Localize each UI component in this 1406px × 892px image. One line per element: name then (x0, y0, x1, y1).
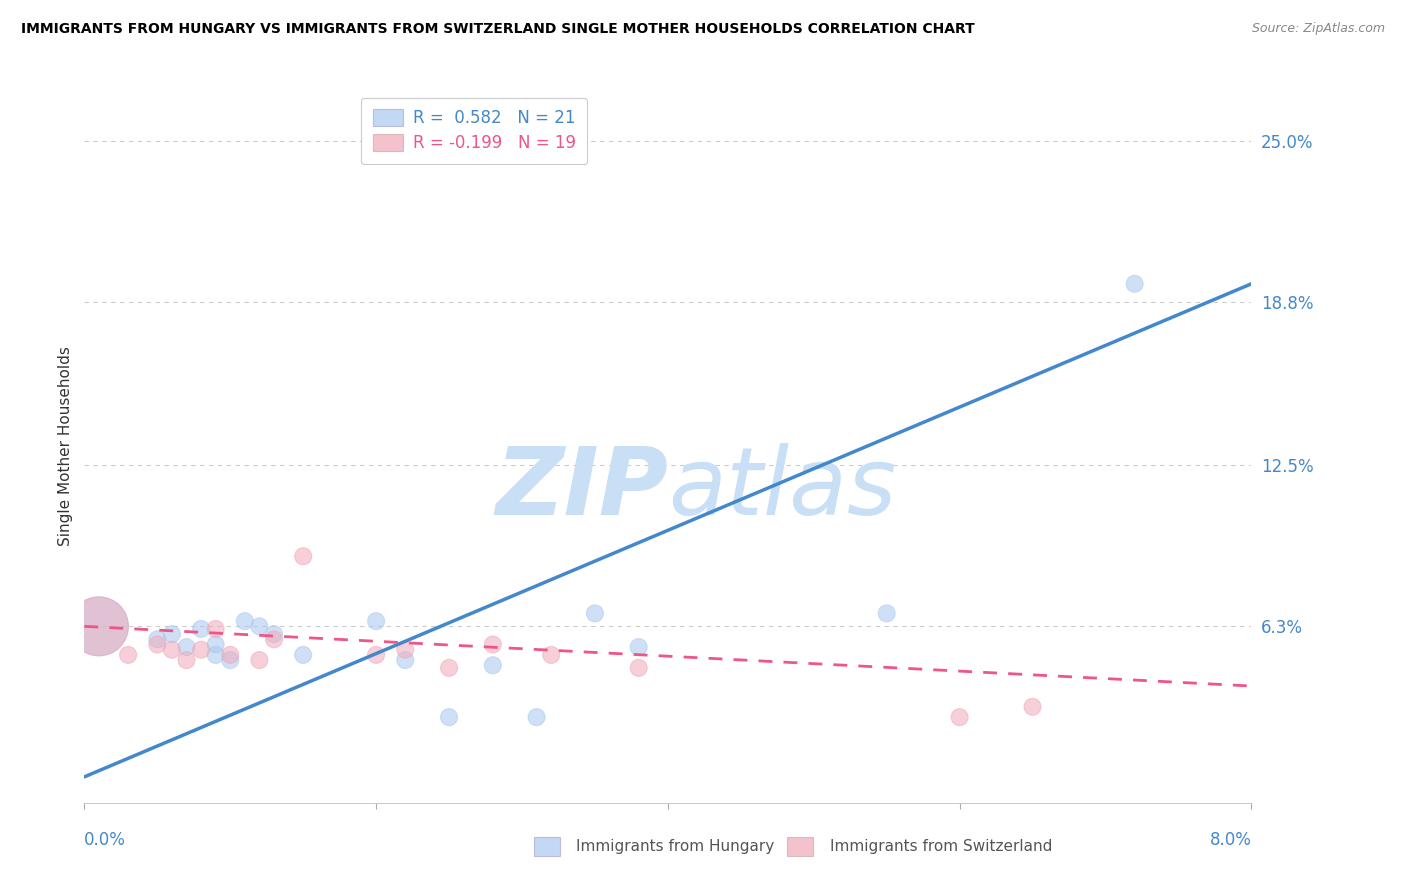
Text: atlas: atlas (668, 443, 896, 534)
Text: Immigrants from Switzerland: Immigrants from Switzerland (830, 839, 1052, 854)
Point (204, 622, 226, 636)
Point (146, 638, 169, 652)
Text: Immigrants from Hungary: Immigrants from Hungary (576, 839, 775, 854)
Point (247, 653, 270, 667)
Point (394, 653, 416, 667)
Point (117, 648, 139, 662)
Point (219, 653, 242, 667)
Point (219, 648, 242, 662)
Point (292, 549, 315, 564)
Point (176, 640, 198, 654)
Text: Source: ZipAtlas.com: Source: ZipAtlas.com (1251, 22, 1385, 36)
Point (627, 661, 650, 675)
Point (540, 648, 562, 662)
Point (627, 640, 650, 654)
Point (176, 653, 198, 667)
Point (146, 632, 169, 647)
Point (263, 632, 285, 647)
Point (204, 648, 226, 662)
Point (366, 648, 388, 662)
Point (160, 627, 183, 641)
Point (949, 710, 972, 724)
Legend: R =  0.582   N = 21, R = -0.199   N = 19: R = 0.582 N = 21, R = -0.199 N = 19 (361, 97, 588, 164)
Point (160, 642, 183, 657)
Point (1021, 699, 1043, 714)
Point (437, 661, 460, 675)
Y-axis label: Single Mother Households: Single Mother Households (58, 346, 73, 546)
Point (190, 642, 212, 657)
Point (876, 607, 898, 621)
Text: ZIP: ZIP (495, 442, 668, 535)
Point (481, 658, 505, 673)
Point (583, 607, 606, 621)
Text: 8.0%: 8.0% (1209, 831, 1251, 849)
Point (394, 642, 416, 657)
Point (233, 614, 256, 628)
Point (292, 648, 315, 662)
Point (1123, 277, 1146, 291)
Point (204, 638, 226, 652)
Point (366, 614, 388, 628)
Point (437, 710, 460, 724)
Point (481, 638, 505, 652)
Point (247, 619, 270, 633)
Point (526, 710, 548, 724)
Text: 0.0%: 0.0% (84, 831, 127, 849)
Point (190, 622, 212, 636)
Text: IMMIGRANTS FROM HUNGARY VS IMMIGRANTS FROM SWITZERLAND SINGLE MOTHER HOUSEHOLDS : IMMIGRANTS FROM HUNGARY VS IMMIGRANTS FR… (21, 22, 974, 37)
Point (87, 619, 110, 633)
Point (87, 619, 110, 633)
Point (263, 627, 285, 641)
